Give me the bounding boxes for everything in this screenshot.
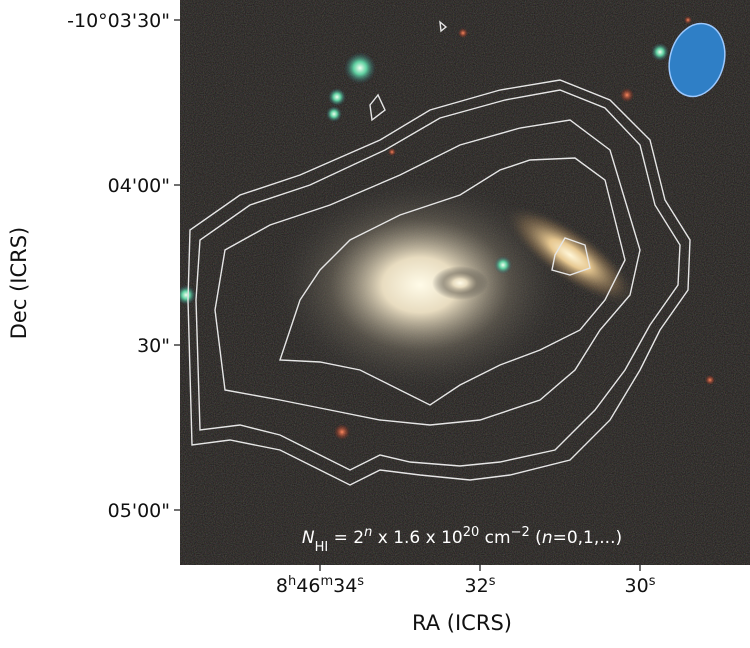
annotation-part: 20 <box>463 525 480 540</box>
tick-part: s <box>489 574 496 589</box>
annotation-part: = 2 <box>328 528 364 548</box>
tick-part: m <box>320 574 333 589</box>
x-tick-label: 32s <box>465 574 496 598</box>
y-axis-label: Dec (ICRS) <box>7 227 31 339</box>
tick-part: 34 <box>333 575 357 597</box>
annotation-part: n <box>542 528 553 548</box>
x-tick-label: 30s <box>625 574 656 598</box>
annotation-part: −2 <box>511 525 530 540</box>
y-tick-label: 30" <box>137 335 170 357</box>
beam <box>668 22 726 98</box>
contours <box>187 20 691 486</box>
annotation-part: =0,1,...) <box>553 528 623 548</box>
tick-part: s <box>357 574 364 589</box>
y-tick-label: -10°03'30" <box>67 10 170 32</box>
sky-image: NHI = 2n x 1.6 x 1020 cm−2 (n=0,1,...) <box>180 0 750 565</box>
x-tick-label: 8h46m34s <box>276 574 364 598</box>
x-axis-label: RA (ICRS) <box>412 611 512 635</box>
y-tick-label: 04'00" <box>108 175 170 197</box>
annotation-part: x 1.6 x 10 <box>372 528 462 548</box>
y-tick-label: 05'00" <box>108 500 170 522</box>
annotation-part: n <box>364 525 372 540</box>
tick-marks <box>174 19 641 571</box>
annotation-part: ( <box>530 528 542 548</box>
tick-part: 32 <box>465 575 489 597</box>
tick-part: 46 <box>296 575 320 597</box>
annotation-part: N <box>302 528 315 548</box>
tick-part: 8 <box>276 575 288 597</box>
annotation-part: cm <box>479 528 510 548</box>
annotation-part: HI <box>315 540 329 555</box>
annotation: NHI = 2n x 1.6 x 1020 cm−2 (n=0,1,...) <box>302 525 622 555</box>
tick-part: s <box>649 574 656 589</box>
tick-part: h <box>288 574 296 589</box>
tick-part: 30 <box>625 575 649 597</box>
